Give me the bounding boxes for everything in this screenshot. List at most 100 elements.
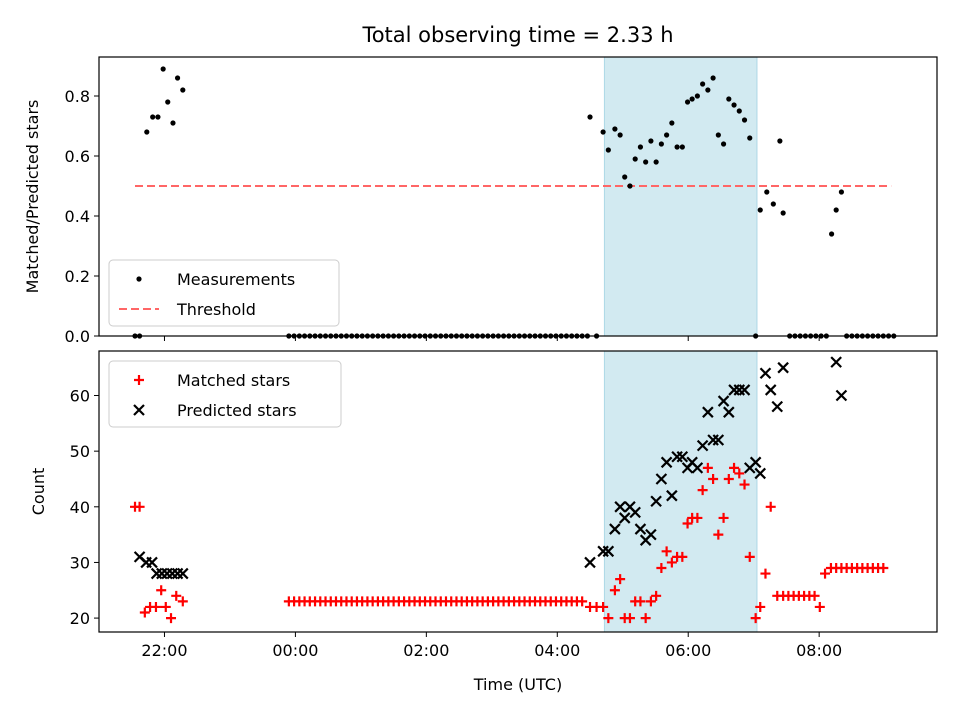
data-point [780, 210, 786, 216]
data-point [609, 585, 620, 596]
data-point [171, 567, 184, 580]
data-point [166, 613, 177, 624]
legend-marker [134, 375, 144, 385]
data-point [134, 501, 145, 512]
data-point [754, 467, 767, 480]
data-point [809, 590, 820, 601]
data-point [777, 361, 789, 374]
data-point [577, 596, 588, 607]
data-point [180, 87, 186, 93]
data-point [736, 108, 742, 114]
axes-frame [98, 350, 938, 633]
data-point [643, 159, 649, 165]
legend-label: Measurements [177, 270, 295, 289]
series-1 [130, 462, 889, 624]
data-point [139, 607, 150, 618]
data-point [658, 141, 664, 147]
data-point [156, 585, 167, 596]
data-point [584, 556, 596, 569]
data-point [656, 563, 667, 574]
data-point [170, 120, 176, 126]
legend: Matched stars Predicted stars [108, 360, 342, 428]
data-point [830, 356, 842, 368]
data-point [602, 545, 615, 558]
data-point [669, 120, 675, 126]
data-point [684, 99, 691, 105]
data-point [637, 144, 644, 150]
y-tick-label: 0.2 [65, 267, 90, 286]
data-point [640, 613, 651, 624]
x-tick-label: 08:00 [796, 641, 842, 660]
y-tick-label: 60 [70, 387, 90, 406]
data-point [674, 144, 680, 150]
y-tick-label: 0.6 [65, 147, 90, 166]
data-point [738, 384, 751, 396]
data-point [702, 406, 714, 418]
data-point [645, 528, 657, 541]
x-tick-label: 06:00 [665, 641, 711, 660]
legend-label: Predicted stars [177, 401, 297, 420]
data-point [833, 207, 839, 213]
data-point [651, 590, 662, 601]
data-point [692, 512, 703, 523]
data-point [661, 546, 672, 557]
data-point [691, 462, 704, 474]
data-point [700, 81, 706, 87]
legend-box [108, 259, 340, 327]
data-point [150, 601, 161, 612]
top-panel: 0.0 0.2 0.4 0.6 0.8 Matched/Predicted stars Me… [23, 56, 938, 346]
data-point [764, 189, 770, 195]
y-tick-label: 50 [70, 442, 90, 461]
data-point [605, 147, 611, 153]
legend-box [108, 360, 342, 428]
data-point [718, 512, 729, 523]
data-point [759, 367, 772, 380]
data-point [171, 590, 182, 601]
data-point [645, 596, 656, 607]
x-tick-label: 04:00 [534, 641, 580, 660]
data-point [676, 450, 689, 463]
x-tick-label: 02:00 [403, 641, 449, 660]
data-point [749, 456, 762, 469]
data-point [820, 568, 831, 579]
data-point [765, 501, 776, 512]
data-point [144, 129, 150, 135]
data-point [635, 596, 646, 607]
data-point [702, 462, 713, 473]
data-point [609, 523, 621, 535]
data-point [660, 456, 673, 469]
data-point [723, 406, 735, 418]
data-point [717, 395, 730, 407]
y-tick-label: 20 [70, 609, 90, 628]
data-point [618, 512, 631, 524]
axes-frame [98, 56, 938, 337]
data-point [150, 114, 156, 120]
data-point [177, 596, 188, 607]
x-axis-label: Time (UTC) [473, 675, 562, 694]
data-point [598, 601, 609, 612]
data-point [146, 556, 158, 569]
data-point [161, 567, 173, 580]
data-point [747, 135, 753, 141]
data-point [632, 156, 638, 162]
data-point [612, 126, 618, 132]
data-point [650, 495, 662, 508]
data-point [587, 114, 593, 120]
data-point [770, 201, 776, 207]
data-point [677, 551, 688, 562]
data-point [666, 489, 678, 502]
data-point [741, 117, 748, 123]
data-point [838, 189, 845, 195]
y-tick-label: 0.8 [65, 87, 90, 106]
legend-label: Threshold [176, 300, 256, 319]
observing-window-shade [603, 56, 758, 337]
data-point [760, 568, 771, 579]
data-point [603, 613, 614, 624]
x-tick-label: 22:00 [141, 641, 187, 660]
data-point [720, 141, 727, 147]
data-point [713, 529, 724, 540]
data-point [627, 183, 633, 189]
y-tick-label: 30 [70, 553, 90, 572]
data-point [150, 567, 163, 580]
